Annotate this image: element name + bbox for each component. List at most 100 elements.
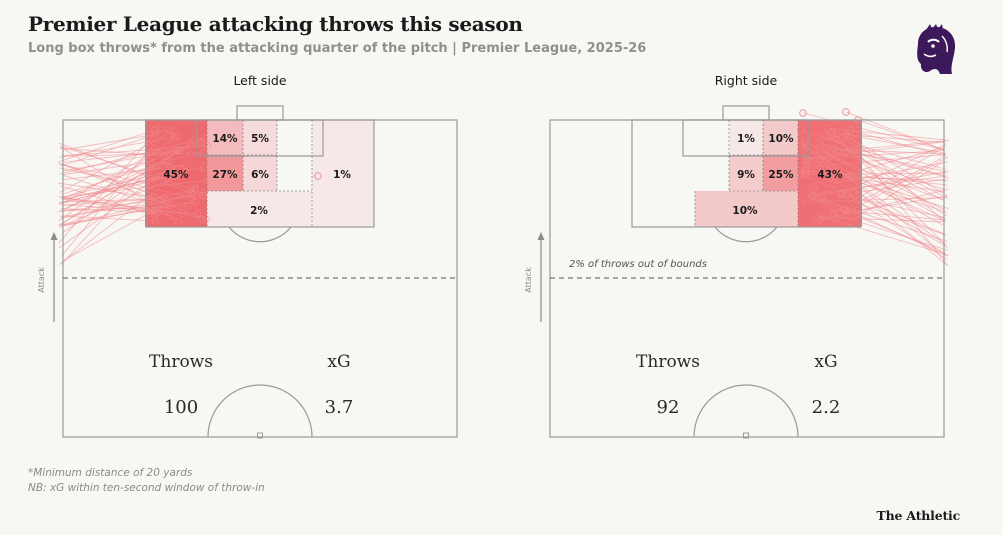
- throw-endpoint: [825, 153, 833, 161]
- xg-label: xG: [814, 352, 837, 372]
- throw-line: [800, 129, 950, 179]
- heat-zone: [729, 155, 763, 191]
- throw-endpoint: [817, 146, 825, 154]
- heat-zone: [763, 120, 798, 155]
- throw-endpoint: [202, 215, 210, 223]
- throw-line: [837, 140, 949, 152]
- chart-title: Left side: [233, 73, 286, 88]
- throw-line: [845, 133, 946, 154]
- throws-label: Throws: [149, 352, 213, 372]
- page-subtitle: Long box throws* from the attacking quar…: [28, 41, 647, 56]
- throw-line: [58, 142, 193, 195]
- throw-line: [60, 188, 196, 219]
- throw-endpoint: [182, 161, 190, 169]
- throw-endpoint: [842, 108, 850, 116]
- zone-value-label: 9%: [737, 169, 755, 181]
- throw-line: [811, 195, 948, 242]
- footnote-minimum-distance: *Minimum distance of 20 yards: [28, 467, 193, 479]
- throw-endpoint: [798, 170, 806, 179]
- throw-endpoint: [823, 172, 832, 181]
- zone-value-label: 43%: [817, 169, 843, 181]
- penalty-arc: [714, 226, 778, 243]
- throw-endpoint: [810, 183, 818, 191]
- throw-endpoint: [174, 217, 182, 225]
- throw-line: [822, 216, 949, 256]
- throw-endpoint: [186, 150, 194, 159]
- throw-endpoint: [838, 189, 847, 197]
- throw-endpoint: [823, 205, 832, 214]
- throw-line: [800, 197, 947, 203]
- throw-endpoint: [160, 193, 168, 202]
- chart-title: Right side: [715, 73, 778, 88]
- throw-endpoint: [186, 140, 195, 148]
- attack-arrow-head: [50, 232, 58, 240]
- throw-endpoint: [830, 179, 839, 188]
- throw-line: [60, 208, 158, 213]
- heat-zone: [243, 120, 277, 155]
- zone-value-label: 1%: [737, 133, 755, 145]
- heat-zone: [312, 120, 374, 227]
- throw-line: [60, 201, 196, 226]
- throw-endpoint: [191, 197, 199, 206]
- throw-line: [59, 130, 174, 193]
- throw-endpoint: [200, 187, 209, 196]
- zone-value-label: 1%: [333, 169, 351, 181]
- throw-line: [61, 163, 165, 199]
- throw-endpoint: [165, 157, 174, 166]
- heat-zone: [207, 155, 243, 191]
- attack-arrow-head: [537, 232, 545, 240]
- throw-endpoint: [814, 213, 822, 221]
- zone-value-label: 6%: [251, 169, 269, 181]
- throw-endpoint: [850, 189, 859, 197]
- throw-line: [829, 146, 945, 179]
- throw-endpoint: [822, 132, 831, 140]
- throw-line: [59, 146, 179, 222]
- throw-line: [59, 175, 175, 204]
- throw-line: [822, 201, 946, 254]
- goal: [722, 105, 770, 121]
- penalty-arc: [228, 226, 292, 243]
- throw-endpoint: [810, 192, 819, 200]
- heat-zone: [729, 120, 763, 155]
- centre-circle: [207, 384, 313, 438]
- throw-endpoint: [193, 210, 201, 218]
- throw-endpoint: [151, 139, 159, 147]
- throw-line: [854, 178, 946, 194]
- heat-zone: [243, 155, 277, 191]
- throw-endpoint: [170, 172, 178, 180]
- throw-line: [58, 137, 175, 222]
- throw-endpoint: [156, 124, 164, 132]
- throw-endpoint: [823, 124, 832, 132]
- throw-endpoint: [843, 148, 851, 156]
- throw-line: [804, 147, 946, 245]
- centre-spot: [257, 432, 263, 439]
- throw-endpoint: [148, 160, 156, 169]
- throw-line: [61, 143, 156, 257]
- throws-value: 92: [657, 397, 680, 418]
- xg-label: xG: [327, 352, 350, 372]
- throw-endpoint: [830, 210, 838, 218]
- throw-line: [857, 195, 948, 211]
- throw-line: [60, 164, 153, 266]
- throw-line: [846, 151, 945, 201]
- throw-endpoint: [204, 176, 213, 184]
- zone-value-label: 25%: [768, 169, 794, 181]
- throw-line: [836, 138, 947, 170]
- heat-zone: [695, 191, 798, 227]
- zone-value-label: 10%: [732, 205, 758, 217]
- throw-line: [62, 187, 196, 261]
- throw-line: [827, 127, 946, 141]
- throw-line: [57, 161, 170, 213]
- throw-endpoint: [819, 198, 827, 206]
- throw-line: [62, 152, 204, 157]
- throw-line: [61, 137, 205, 200]
- footnote-xg-window: NB: xG within ten-second window of throw…: [28, 482, 265, 494]
- throw-endpoint: [833, 130, 841, 138]
- xg-value: 3.7: [325, 397, 354, 418]
- throw-line: [857, 119, 945, 151]
- throw-line: [58, 179, 209, 198]
- xg-value: 2.2: [812, 397, 841, 418]
- throw-line: [836, 133, 945, 143]
- goal: [236, 105, 284, 121]
- throw-line: [58, 182, 154, 199]
